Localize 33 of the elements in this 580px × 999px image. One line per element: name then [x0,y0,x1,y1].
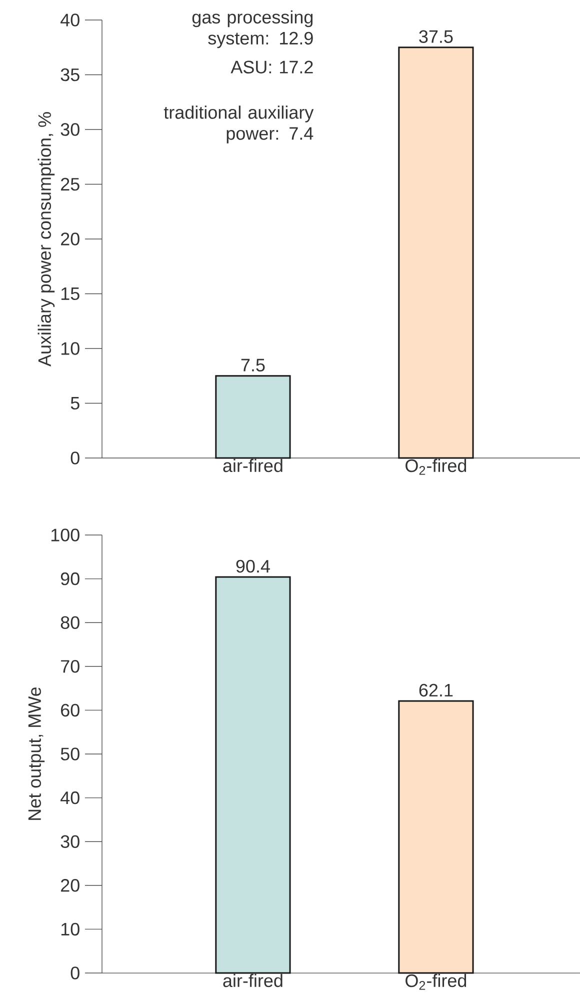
annotation: traditional auxiliary power: 7.4 [164,106,314,144]
annotation: ASU: 17.2 [230,60,313,74]
y-tick-label: 50 [60,748,80,760]
y-axis-title: Auxiliary power consumption, % [38,112,55,367]
x-tick-label: O$_{2}$-fired [406,974,466,990]
y-tick-label: 60 [61,704,80,717]
y-tick-label: 70 [61,660,80,673]
y-axis-title: Net output, MWe [28,687,45,820]
y-tick-label: 10 [61,922,80,936]
y-tick-label: 20 [61,232,80,246]
x-tick-label: air-fired [223,458,282,472]
y-tick-label: 90 [60,572,80,586]
y-tick-label: 0 [70,966,80,980]
y-tick-label: 40 [60,14,80,26]
y-tick-label: 15 [61,287,80,300]
data-label: 90.4 [236,560,270,573]
x-tick-label: O$_{2}$-fired [406,458,466,475]
data-label: 37.5 [419,30,453,43]
y-tick-label: 0 [70,452,80,464]
data-label: 62.1 [419,684,453,697]
y-tick-label: 30 [60,835,80,848]
x-tick-label: air-fired [223,974,282,988]
annotation: gas processing system: 12.9 [192,10,313,48]
y-tick-label: 35 [60,68,80,82]
y-tick-label: 20 [61,879,80,892]
y-tick-label: 25 [61,178,80,191]
y-tick-label: 30 [60,123,80,136]
y-tick-label: 10 [61,342,80,355]
y-tick-label: 100 [51,528,80,542]
data-label: 7.5 [241,358,265,372]
y-tick-label: 5 [70,396,80,410]
y-tick-label: 40 [60,791,80,804]
y-tick-label: 80 [60,616,80,629]
